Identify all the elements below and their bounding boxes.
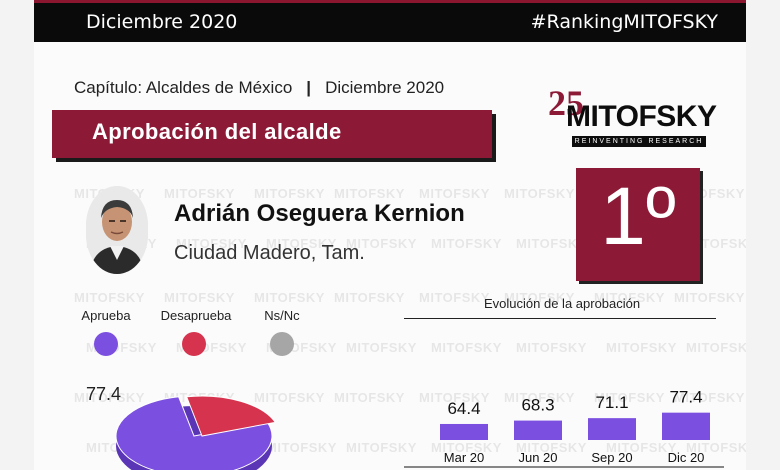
watermark-text: MITOFSKY	[516, 340, 587, 355]
watermark-text: MITOFSKY	[254, 390, 325, 405]
watermark-text: MITOFSKY	[686, 340, 746, 355]
watermark-text: MITOFSKY	[606, 340, 677, 355]
rank-value: 1º	[600, 171, 676, 262]
watermark-text: MITOFSKY	[431, 236, 502, 251]
mitofsky-logo: 25 MITOFSKY REINVENTING RESEARCH	[548, 82, 718, 152]
logo-tagline: REINVENTING RESEARCH	[572, 136, 706, 147]
watermark-text: MITOFSKY	[674, 290, 745, 305]
watermark-text: MITOFSKY	[504, 186, 575, 201]
pie-slice-desaprueba	[185, 395, 277, 437]
header-bar: Diciembre 2020 #RankingMITOFSKY	[34, 0, 746, 42]
logo-anniversary-number: 25	[548, 83, 584, 123]
approval-value-label: 77.4	[86, 384, 122, 404]
watermark-text: MITOFSKY	[346, 236, 417, 251]
section-title-bar: Aprobación del alcalde	[52, 110, 492, 158]
infographic-card: MITOFSKY MITOFSKY MITOFSKY MITOFSKY MITOFSKY…	[34, 0, 746, 470]
watermark-text: MITOFSKY	[674, 390, 745, 405]
approval-pie-chart	[115, 395, 277, 470]
watermark-text: MITOFSKY	[419, 390, 490, 405]
watermark-text: MITOFSKY	[686, 440, 746, 455]
bar-category-label: Dic 20	[668, 450, 705, 465]
watermark-text: MITOFSKY	[594, 290, 665, 305]
watermark-text: MITOFSKY	[419, 290, 490, 305]
pie-slice-aprueba	[115, 396, 273, 470]
bar-category-label: Mar 20	[444, 450, 484, 465]
bar-value-label: 68.3	[521, 396, 554, 415]
bar-3	[588, 418, 636, 440]
bar-category-label: Sep 20	[591, 450, 632, 465]
watermark-text: MITOFSKY	[346, 440, 417, 455]
section-title: Aprobación del alcalde	[92, 119, 342, 144]
legend-label-nsnc: Ns/Nc	[264, 308, 300, 323]
watermark-text: MITOFSKY	[334, 390, 405, 405]
watermark-text: MITOFSKY	[606, 440, 677, 455]
evolution-title-rule	[404, 318, 716, 319]
legend-dot-aprueba	[94, 332, 118, 356]
chapter-label: Capítulo: Alcaldes de México	[74, 78, 293, 97]
watermark-text: MITOFSKY	[334, 290, 405, 305]
chapter-line: Capítulo: Alcaldes de México | Diciembre 2…	[74, 78, 444, 98]
watermark-text: MITOFSKY	[516, 440, 587, 455]
bar-value-label: 71.1	[595, 393, 628, 412]
watermark-text: MITOFSKY	[419, 186, 490, 201]
watermark-text: MITOFSKY	[74, 390, 145, 405]
mayor-photo	[86, 186, 148, 274]
bar-value-label: 64.4	[447, 399, 480, 418]
bar-2	[514, 420, 562, 440]
chapter-separator: |	[306, 78, 312, 97]
evolution-bar-chart: 64.4 Mar 20 68.3 Jun 20 71.1 Sep 20 77.4 Dic 20	[404, 388, 724, 468]
watermark-text: MITOFSKY	[164, 290, 235, 305]
mayor-city: Ciudad Madero, Tam.	[174, 242, 365, 264]
watermark-text: MITOFSKY	[176, 236, 247, 251]
legend-label-desaprueba: Desaprueba	[160, 308, 232, 323]
watermark-text: MITOFSKY	[504, 390, 575, 405]
watermark-text: MITOFSKY	[164, 186, 235, 201]
watermark-text: MITOFSKY	[346, 340, 417, 355]
watermark-text: MITOFSKY	[504, 290, 575, 305]
watermark-text: MITOFSKY	[431, 440, 502, 455]
bar-value-label: 77.4	[669, 388, 702, 407]
watermark-text: MITOFSKY	[516, 236, 587, 251]
bar-category-label: Jun 20	[518, 450, 557, 465]
watermark-text: MITOFSKY	[686, 236, 746, 251]
left-margin	[0, 0, 34, 470]
bar-1	[440, 423, 488, 440]
watermark-text: MITOFSKY	[74, 290, 145, 305]
legend-dot-desaprueba	[182, 332, 206, 356]
mayor-portrait-icon	[86, 186, 148, 274]
watermark-text: MITOFSKY	[431, 340, 502, 355]
watermark-text: MITOFSKY	[266, 236, 337, 251]
watermark-text: MITOFSKY	[266, 440, 337, 455]
watermark-text: MITOFSKY	[334, 186, 405, 201]
logo-brand-name: MITOFSKY	[566, 100, 717, 133]
watermark-text: MITOFSKY	[254, 290, 325, 305]
rank-badge: 1º	[576, 168, 700, 281]
legend-dot-nsnc	[270, 332, 294, 356]
chapter-date: Diciembre 2020	[325, 78, 445, 97]
header-date: Diciembre 2020	[86, 11, 238, 33]
right-margin	[746, 0, 780, 470]
bar-4	[662, 412, 710, 440]
watermark-text: MITOFSKY	[594, 390, 665, 405]
watermark-text: MITOFSKY	[254, 186, 325, 201]
mayor-name: Adrián Oseguera Kernion	[174, 200, 465, 227]
evolution-chart-title: Evolución de la aprobación	[484, 296, 641, 311]
legend-label-aprueba: Aprueba	[81, 308, 131, 323]
header-hashtag: #RankingMITOFSKY	[530, 11, 718, 33]
